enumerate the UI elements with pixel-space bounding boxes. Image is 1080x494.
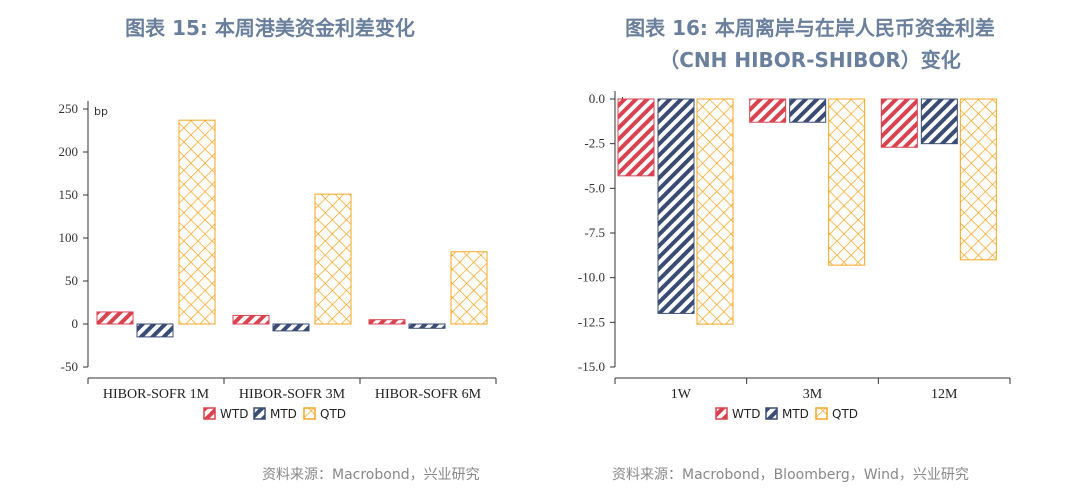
legend-label: MTD	[782, 407, 809, 421]
bar-mtd	[657, 98, 695, 314]
y-tick-label: 150	[59, 187, 79, 202]
legend-swatch-qtd	[303, 407, 316, 420]
chart-source: 资料来源：Macrobond，Bloomberg，Wind，兴业研究	[612, 467, 969, 483]
chart-source: 资料来源：Macrobond，兴业研究	[262, 467, 480, 483]
bar-qtd	[696, 98, 734, 325]
bar-wtd	[617, 98, 655, 177]
bar-qtd	[450, 251, 488, 325]
bar-wtd	[232, 314, 270, 325]
bar-chart-svg: 250 200 150 100 50 0 -50 bp HIBOR-SOFR 1M HIBOR-S…	[59, 101, 497, 421]
bar-qtd	[828, 98, 866, 266]
x-tick-label: 1W	[671, 387, 692, 402]
legend-swatch-wtd	[203, 407, 216, 420]
bar-mtd	[408, 323, 446, 329]
bar-qtd	[959, 98, 997, 261]
x-tick-label: HIBOR-SOFR 3M	[239, 387, 346, 402]
legend-label: WTD	[220, 407, 248, 421]
x-tick-label: HIBOR-SOFR 6M	[375, 387, 482, 402]
bar-qtd	[314, 193, 352, 325]
y-tick-label: -15.0	[578, 359, 605, 374]
chart-title-line-1: 图表 16: 本周离岸与在岸人民币资金利差	[625, 16, 995, 40]
chart-title: 图表 15: 本周港美资金利差变化	[125, 16, 415, 40]
legend-label: QTD	[832, 407, 858, 421]
bar-chart-svg: 0.0-2.5-5.0-7.5-10.0-12.5-15.0bp1W3M12MW…	[578, 91, 1011, 421]
legend-swatch-wtd	[715, 407, 728, 420]
x-tick-label: 12M	[931, 387, 958, 402]
bar-wtd	[96, 311, 134, 325]
y-tick-label: -2.5	[584, 136, 605, 151]
y-tick-label: -12.5	[578, 314, 605, 329]
legend-label: WTD	[732, 407, 760, 421]
chart-panel-spread-hk-us: 图表 15: 本周港美资金利差变化 250 200 150 100 50 0 -50 bp HI…	[59, 16, 497, 483]
legend: WTD MTD QTD	[203, 407, 346, 421]
bar-mtd	[920, 98, 958, 145]
y-tick-label: -10.0	[578, 270, 605, 285]
x-tick-label: HIBOR-SOFR 1M	[103, 387, 210, 402]
bar-wtd	[749, 98, 787, 123]
y-tick-label: 50	[65, 273, 78, 288]
legend-swatch-mtd	[765, 407, 778, 420]
legend-swatch-qtd	[815, 407, 828, 420]
y-tick-label: -5.0	[584, 180, 605, 195]
chart-title-line-2: （CNH HIBOR-SHIBOR）变化	[659, 48, 961, 72]
legend-swatch-mtd	[253, 407, 266, 420]
y-tick-label: 0	[72, 316, 79, 331]
y-tick-label: 100	[59, 230, 79, 245]
legend-label: MTD	[270, 407, 297, 421]
bar-mtd	[136, 323, 174, 338]
y-tick-label: 0.0	[589, 91, 605, 106]
bar-qtd	[178, 119, 216, 325]
y-tick-label: -50	[61, 359, 78, 374]
x-tick-label: 3M	[803, 387, 823, 402]
bar-wtd	[880, 98, 918, 148]
legend-label: QTD	[320, 407, 346, 421]
y-tick-label: 200	[59, 144, 79, 159]
chart-panel-spread-cnh-cny: 图表 16: 本周离岸与在岸人民币资金利差 （CNH HIBOR-SHIBOR）…	[540, 0, 1080, 494]
bar-mtd	[789, 98, 827, 123]
y-tick-label: -7.5	[584, 225, 605, 240]
legend: WTD MTD QTD	[715, 407, 858, 421]
bar-wtd	[368, 319, 406, 325]
unit-label: bp	[94, 105, 108, 118]
y-tick-label: 250	[59, 101, 79, 116]
bar-mtd	[272, 323, 310, 332]
